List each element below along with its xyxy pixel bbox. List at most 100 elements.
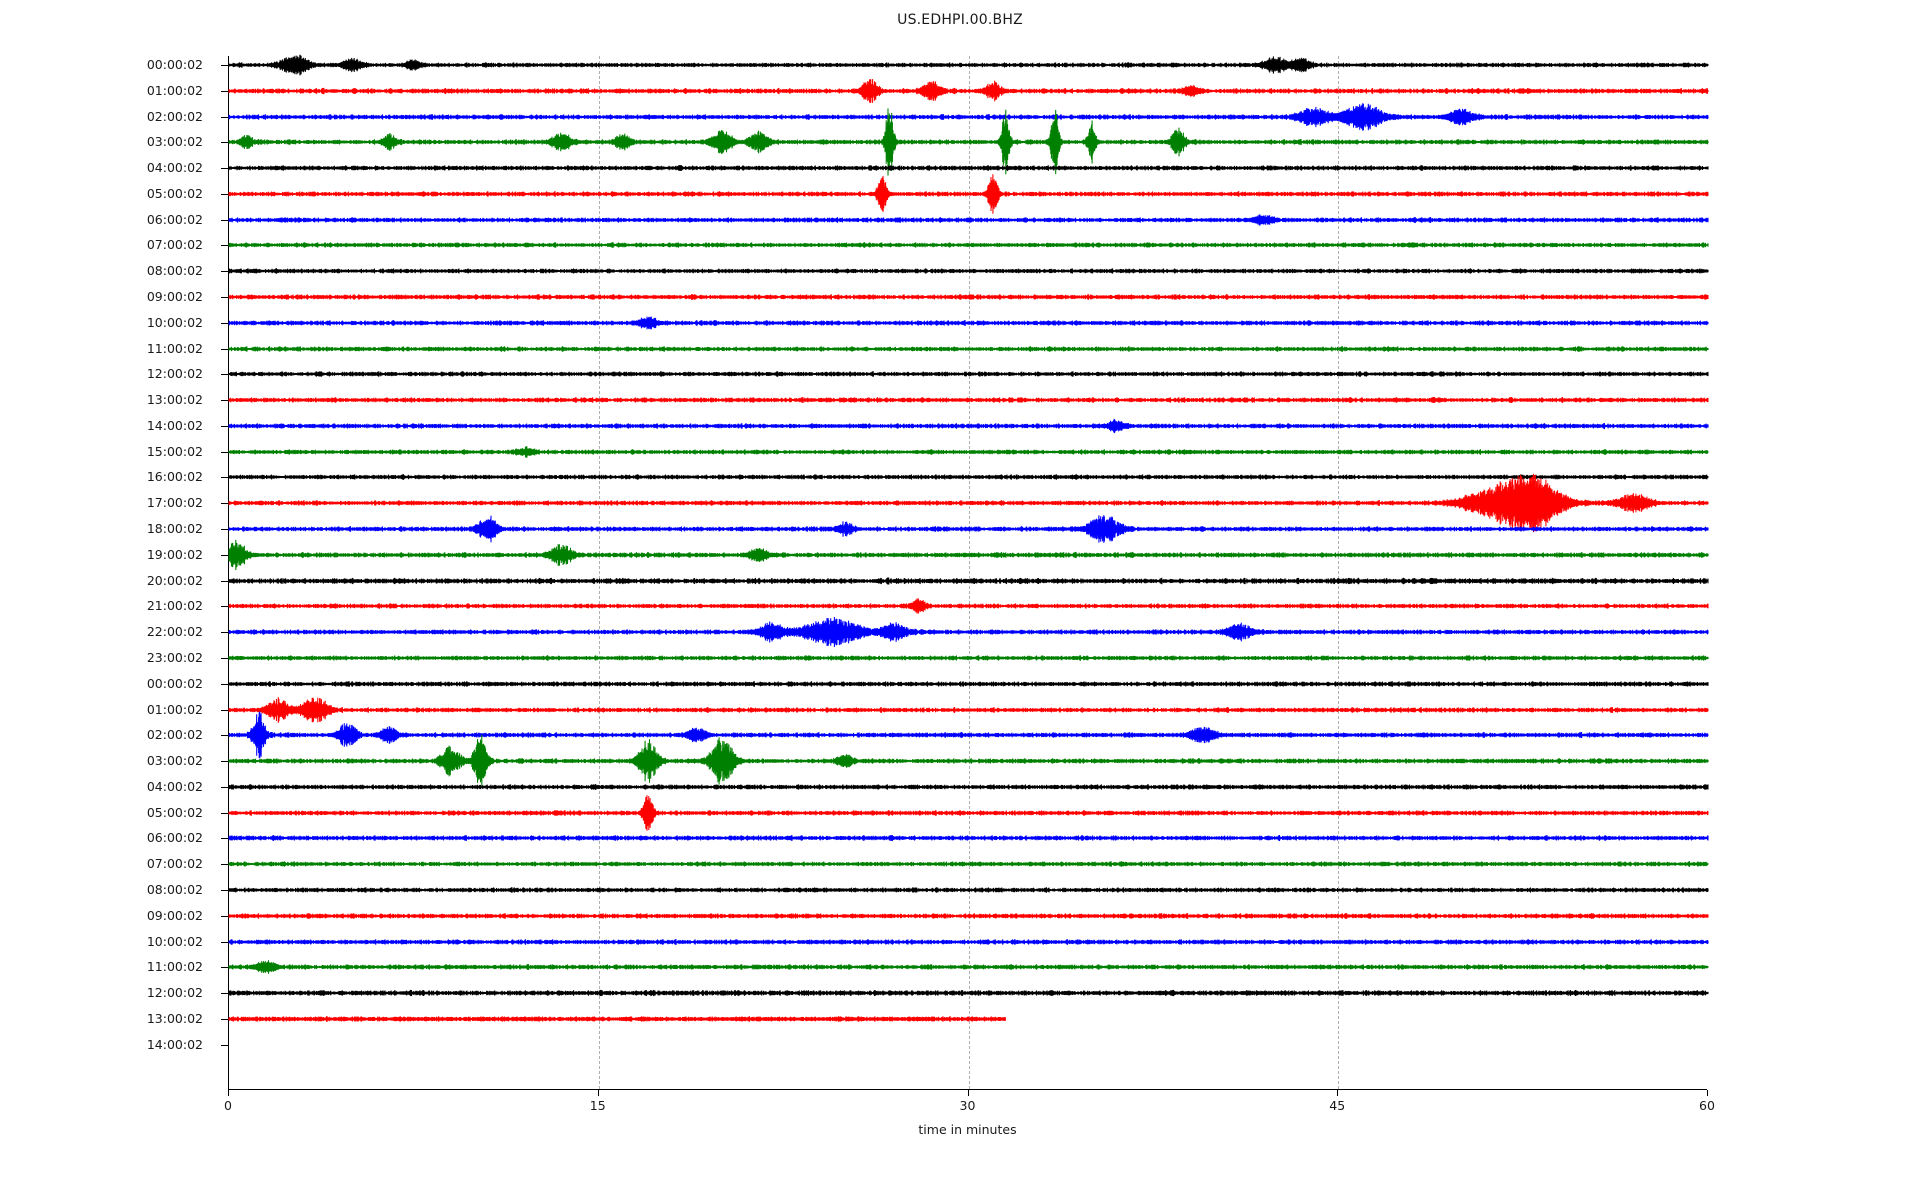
trace-path: [228, 54, 1709, 76]
trace-row-34: [228, 938, 1709, 945]
y-tick-label-2: 02:00:02: [146, 108, 203, 124]
y-tick-mark-9: [221, 297, 228, 299]
trace-path: [228, 577, 1709, 585]
gridlines: [229, 56, 1707, 1089]
trace-path: [228, 783, 1709, 790]
trace-row-11: [228, 345, 1709, 352]
x-tick-mark-60: [1707, 1090, 1708, 1096]
trace-path: [228, 835, 1709, 842]
y-tick-mark-29: [221, 812, 228, 814]
trace-row-35: [228, 960, 1709, 975]
gridline-45: [1338, 56, 1340, 1089]
trace-row-7: [228, 242, 1709, 249]
trace-row-25: [228, 696, 1709, 723]
trace-path: [228, 418, 1709, 434]
trace-row-12: [228, 371, 1709, 378]
y-tick-mark-32: [221, 889, 228, 891]
y-tick-mark-2: [221, 116, 228, 118]
x-tick-mark-30: [967, 1090, 969, 1096]
trace-path: [228, 938, 1709, 945]
trace-row-30: [228, 835, 1709, 842]
x-tick-mark-0: [228, 1090, 229, 1096]
y-tick-mark-26: [221, 735, 228, 737]
trace-path: [228, 242, 1709, 249]
y-tick-label-26: 02:00:02: [146, 727, 203, 743]
y-tick-label-10: 10:00:02: [146, 314, 203, 330]
trace-row-0: [228, 54, 1709, 76]
trace-path: [228, 887, 1709, 893]
y-tick-label-5: 05:00:02: [146, 185, 203, 201]
y-tick-mark-31: [221, 864, 228, 866]
y-tick-mark-23: [221, 657, 228, 659]
trace-row-37: [228, 1015, 1007, 1022]
y-tick-mark-7: [221, 245, 228, 247]
trace-path: [228, 294, 1709, 300]
y-tick-mark-20: [221, 580, 228, 582]
y-tick-mark-8: [221, 271, 228, 273]
trace-row-2: [228, 102, 1709, 131]
gridline-30: [968, 56, 970, 1089]
trace-row-14: [228, 418, 1709, 434]
y-tick-label-6: 06:00:02: [146, 211, 203, 227]
x-tick-label-30: 30: [959, 1098, 976, 1113]
y-tick-label-21: 21:00:02: [146, 598, 203, 614]
plot-axes: [228, 54, 1709, 1090]
y-tick-label-14: 14:00:02: [146, 417, 203, 433]
trace-path: [228, 539, 1709, 570]
trace-row-17: [228, 474, 1709, 533]
trace-row-19: [228, 539, 1709, 570]
trace-path: [228, 268, 1709, 275]
y-tick-label-24: 00:00:02: [146, 675, 203, 691]
y-tick-mark-17: [221, 503, 228, 505]
trace-path: [228, 655, 1709, 661]
y-tick-label-23: 23:00:02: [146, 649, 203, 665]
trace-row-24: [228, 680, 1709, 687]
x-tick-label-45: 45: [1329, 1098, 1346, 1113]
page-title: US.EDHPI.00.BHZ: [897, 12, 1023, 28]
y-tick-mark-14: [221, 425, 228, 427]
trace-path: [228, 617, 1709, 648]
y-tick-mark-13: [221, 400, 228, 402]
y-tick-label-12: 12:00:02: [146, 366, 203, 382]
trace-path: [228, 680, 1709, 687]
y-tick-mark-1: [221, 90, 228, 92]
y-tick-mark-15: [221, 451, 228, 453]
trace-row-16: [228, 474, 1709, 481]
y-tick-mark-10: [221, 322, 228, 324]
trace-path: [228, 734, 1709, 788]
trace-row-21: [228, 598, 1709, 614]
trace-path: [228, 515, 1709, 543]
trace-row-28: [228, 783, 1709, 790]
y-tick-mark-28: [221, 786, 228, 788]
trace-path: [228, 912, 1709, 919]
gridline-15: [598, 56, 600, 1089]
trace-row-8: [228, 268, 1709, 275]
trace-path: [228, 861, 1709, 868]
trace-path: [228, 598, 1709, 614]
y-tick-mark-35: [221, 967, 228, 969]
y-tick-label-15: 15:00:02: [146, 443, 203, 459]
trace-row-4: [228, 165, 1709, 172]
y-tick-label-20: 20:00:02: [146, 572, 203, 588]
y-tick-label-27: 03:00:02: [146, 752, 203, 768]
y-tick-label-31: 07:00:02: [146, 855, 203, 871]
trace-path: [228, 316, 1709, 330]
trace-row-9: [228, 294, 1709, 300]
trace-row-26: [228, 711, 1709, 759]
trace-row-10: [228, 316, 1709, 330]
trace-row-15: [228, 445, 1709, 458]
trace-path: [228, 960, 1709, 975]
x-tick-label-15: 15: [589, 1098, 606, 1113]
y-tick-label-17: 17:00:02: [146, 495, 203, 510]
y-tick-mark-22: [221, 632, 228, 634]
trace-row-13: [228, 397, 1709, 404]
trace-path: [228, 371, 1709, 378]
y-tick-label-36: 12:00:02: [146, 984, 203, 1000]
trace-path: [228, 78, 1709, 103]
x-tick-mark-45: [1337, 1090, 1339, 1096]
y-tick-mark-16: [221, 477, 228, 479]
y-tick-mark-24: [221, 683, 228, 685]
trace-row-6: [228, 214, 1709, 226]
seismic-traces: [228, 54, 1709, 1089]
y-tick-mark-19: [221, 554, 228, 556]
